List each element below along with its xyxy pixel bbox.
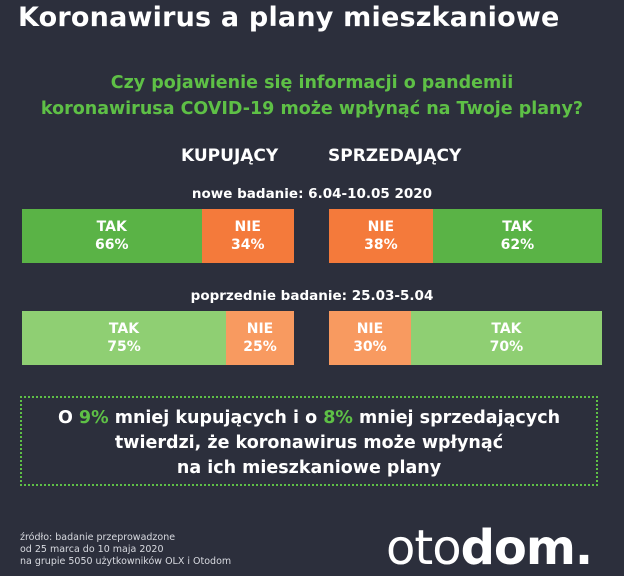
logo-dot: . [574, 520, 593, 576]
logo-part-1: oto [386, 520, 462, 576]
previous-survey-label: poprzednie badanie: 25.03-5.04 [190, 288, 434, 304]
question-line-2: koronawirusa COVID-19 może wpłynąć na Tw… [40, 99, 584, 119]
new-buyers-tak-segment: TAK 66% [22, 209, 202, 263]
new-sellers-nie-segment: NIE 38% [329, 209, 433, 263]
summary-text: mniej kupujących i o [108, 408, 324, 428]
previous-sellers-nie-segment: NIE 30% [329, 311, 411, 365]
tak-label: TAK [96, 219, 127, 235]
summary-text: mniej sprzedających [352, 408, 561, 428]
previous-buyers-tak-value: 75% [107, 339, 141, 355]
new-sellers-bar: NIE 38% TAK 62% [329, 209, 602, 263]
previous-buyers-tak-segment: TAK 75% [22, 311, 226, 365]
tak-label: TAK [502, 219, 533, 235]
previous-buyers-nie-segment: NIE 25% [226, 311, 294, 365]
survey-question: Czy pojawienie się informacji o pandemii… [0, 70, 624, 122]
tak-label: TAK [108, 321, 140, 337]
nie-label: NIE [356, 321, 384, 337]
source-note: źródło: badanie przeprowadzone od 25 mar… [20, 532, 231, 568]
buyers-column-header: KUPUJĄCY [181, 146, 279, 166]
summary-line-3: na ich mieszkaniowe plany [176, 458, 442, 478]
previous-sellers-nie-value: 30% [353, 339, 387, 355]
source-line-2: od 25 marca do 10 maja 2020 [20, 544, 164, 555]
summary-sellers-diff: 8% [323, 408, 353, 428]
summary-text: O [57, 408, 79, 428]
previous-buyers-bar: TAK 75% NIE 25% [22, 311, 294, 365]
summary-buyers-diff: 9% [78, 408, 109, 428]
new-sellers-tak-value: 62% [500, 237, 535, 253]
source-line-1: źródło: badanie przeprowadzone [20, 532, 176, 543]
new-sellers-tak-segment: TAK 62% [432, 209, 602, 263]
previous-sellers-tak-segment: TAK 70% [410, 311, 602, 365]
previous-buyers-nie-value: 25% [243, 339, 277, 355]
nie-label: NIE [367, 219, 395, 235]
nie-label: NIE [234, 219, 262, 235]
new-sellers-nie-value: 38% [364, 237, 398, 253]
sellers-column-header: SPRZEDAJĄCY [328, 146, 462, 166]
summary-line-1: O 9% mniej kupujących i o 8% mniej sprze… [22, 406, 596, 431]
new-survey-label: nowe badanie: 6.04-10.05 2020 [191, 186, 433, 202]
summary-line-2: twierdzi, że koronawirus może wpłynąć [114, 433, 504, 453]
otodom-logo: otodom. [386, 520, 593, 576]
logo-part-2: dom [460, 520, 576, 576]
question-line-1: Czy pojawienie się informacji o pandemii [110, 73, 514, 93]
new-buyers-tak-value: 66% [95, 237, 129, 253]
previous-sellers-bar: NIE 30% TAK 70% [329, 311, 602, 365]
summary-box: O 9% mniej kupujących i o 8% mniej sprze… [20, 396, 598, 486]
previous-sellers-tak-value: 70% [489, 339, 524, 355]
nie-label: NIE [246, 321, 274, 337]
new-buyers-nie-value: 34% [230, 237, 265, 253]
new-buyers-nie-segment: NIE 34% [201, 209, 294, 263]
source-line-3: na grupie 5050 użytkowników OLX i Otodom [20, 556, 232, 567]
new-buyers-bar: TAK 66% NIE 34% [22, 209, 294, 263]
page-title: Koronawirus a plany mieszkaniowe [18, 2, 560, 33]
tak-label: TAK [491, 321, 522, 337]
